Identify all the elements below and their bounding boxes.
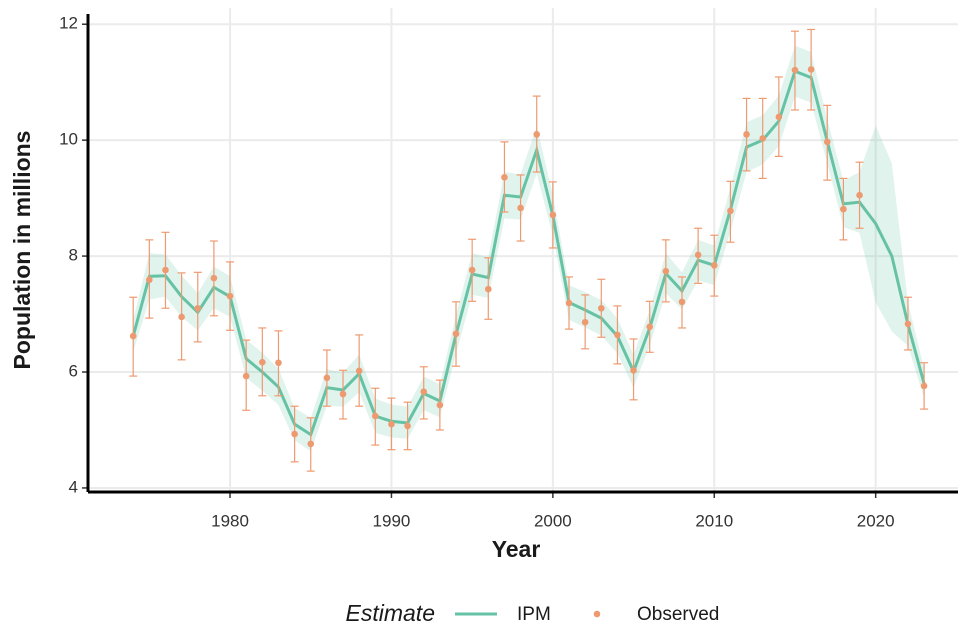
point [565,299,573,307]
point [420,388,428,396]
point [210,274,218,282]
point [743,131,750,138]
point [662,267,670,275]
point [404,422,411,430]
legend-dot [593,610,601,618]
point [823,138,831,146]
point [162,266,169,274]
point [146,276,153,284]
point [129,332,137,340]
point [581,318,589,326]
point [791,66,799,74]
point [920,382,928,390]
point [597,304,605,312]
point [533,131,541,138]
x-tick-label: 2020 [857,511,895,530]
y-tick-label: 4 [69,477,78,496]
point [388,420,395,428]
point [678,298,686,306]
point [242,372,250,380]
point [355,367,363,375]
point [775,113,783,121]
point [856,191,863,199]
point [452,330,460,338]
x-axis-title: Year [492,536,541,562]
ribbon [133,45,925,452]
y-axis-title: Population in millions [9,131,35,370]
y-tick-label: 10 [59,130,78,149]
point [517,204,524,212]
point [646,323,654,331]
point [807,66,815,73]
point [549,211,557,219]
point [291,430,298,438]
y-tick-label: 12 [59,14,78,33]
point [275,359,282,367]
point [710,262,718,269]
point [840,205,847,213]
point [339,390,347,398]
point [226,292,234,300]
point [694,251,702,259]
point [614,331,621,339]
legend-label: IPM [517,604,551,625]
y-tick-label: 6 [69,361,78,380]
point [194,304,202,312]
point [484,285,492,293]
point [372,412,379,420]
point [904,320,912,328]
point [727,207,734,215]
point [759,135,766,142]
x-tick-label: 1990 [373,511,411,530]
point [259,358,266,366]
point [501,173,508,181]
point [178,313,185,321]
x-tick-label: 2000 [534,511,572,530]
legend-label: Observed [637,604,719,625]
line [131,69,926,437]
point [630,366,637,374]
point [307,440,315,448]
x-tick-label: 2010 [695,511,733,530]
legend-title: Estimate [346,600,435,626]
point [468,266,476,274]
point [436,401,444,409]
point [323,374,331,382]
y-tick-label: 8 [69,246,78,265]
x-tick-label: 1980 [211,511,249,530]
